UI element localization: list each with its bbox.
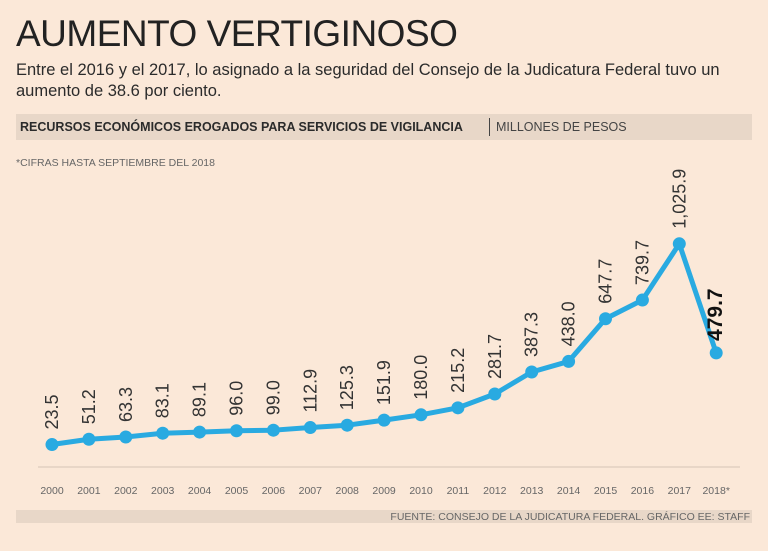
- data-label-2002: 63.3: [116, 387, 136, 422]
- data-label-2005: 96.0: [227, 381, 247, 416]
- subtitle: Entre el 2016 y el 2017, lo asignado a l…: [16, 61, 720, 100]
- data-point-2008: [340, 418, 354, 432]
- data-label-2011: 215.2: [448, 348, 468, 393]
- chart-heading: RECURSOS ECONÓMICOS EROGADOS PARA SERVIC…: [20, 120, 463, 134]
- x-tick-label-2012: 2012: [483, 485, 507, 497]
- footnote: *CIFRAS HASTA SEPTIEMBRE DEL 2018: [16, 157, 215, 169]
- x-tick-label-2004: 2004: [188, 485, 212, 497]
- x-tick-label-2008: 2008: [336, 485, 360, 497]
- data-point-2016: [635, 293, 649, 307]
- unit-label: MILLONES DE PESOS: [496, 120, 627, 134]
- data-point-2005: [230, 424, 243, 438]
- data-label-2008: 125.3: [337, 365, 357, 410]
- data-point-2012: [488, 387, 502, 401]
- x-tick-label-2002: 2002: [114, 485, 138, 497]
- x-tick-label-2003: 2003: [151, 485, 175, 497]
- data-point-2013: [525, 365, 539, 379]
- x-tick-label-2016: 2016: [631, 485, 655, 497]
- data-label-2014: 438.0: [559, 301, 579, 346]
- data-label-2003: 83.1: [153, 383, 173, 418]
- source-credit: FUENTE: CONSEJO DE LA JUDICATURA FEDERAL…: [390, 511, 750, 523]
- x-tick-label-2015: 2015: [594, 485, 618, 497]
- data-point-2003: [156, 426, 170, 440]
- data-label-2007: 112.9: [300, 369, 320, 413]
- data-point-2001: [82, 432, 96, 446]
- data-point-2000: [45, 438, 59, 452]
- x-tick-label-2011: 2011: [447, 485, 470, 497]
- x-tick-label-2001: 2001: [77, 485, 101, 497]
- x-tick-label-2014: 2014: [557, 485, 581, 497]
- data-label-2012: 281.7: [485, 334, 505, 379]
- x-tick-label-2018*: 2018*: [702, 485, 729, 497]
- data-point-2018*: [709, 346, 723, 360]
- data-label-2016: 739.7: [632, 240, 652, 285]
- data-label-2015: 647.7: [596, 259, 616, 304]
- data-point-2015: [599, 312, 612, 326]
- x-tick-label-2005: 2005: [225, 485, 249, 497]
- data-label-2000: 23.5: [42, 394, 62, 429]
- header-divider: [489, 118, 490, 136]
- data-point-2014: [562, 354, 576, 368]
- data-point-2004: [193, 425, 207, 439]
- footer-band: [16, 510, 752, 523]
- chart-header-band: RECURSOS ECONÓMICOS EROGADOS PARA SERVIC…: [16, 114, 752, 140]
- data-label-2018*: 479.7: [704, 288, 727, 341]
- data-point-2007: [303, 421, 317, 435]
- x-tick-label-2007: 2007: [299, 485, 323, 497]
- x-tick-label-2009: 2009: [372, 485, 396, 497]
- data-point-2009: [377, 413, 391, 427]
- data-label-2004: 89.1: [190, 382, 210, 417]
- page-title: AUMENTO VERTIGINOSO: [16, 13, 458, 54]
- data-point-2002: [119, 430, 133, 444]
- data-label-2001: 51.2: [79, 389, 99, 424]
- data-label-2009: 151.9: [374, 360, 394, 405]
- data-point-2006: [266, 423, 280, 437]
- data-label-2017: 1,025.9: [669, 169, 689, 229]
- x-tick-label-2000: 2000: [40, 485, 64, 497]
- data-point-2011: [451, 401, 465, 415]
- data-point-2010: [414, 408, 428, 422]
- x-tick-label-2006: 2006: [262, 485, 286, 497]
- x-tick-label-2017: 2017: [668, 485, 692, 497]
- data-label-2006: 99.0: [263, 380, 283, 415]
- data-label-2010: 180.0: [411, 355, 431, 400]
- x-tick-label-2013: 2013: [520, 485, 544, 497]
- data-point-2017: [672, 237, 686, 251]
- data-label-2013: 387.3: [522, 312, 542, 357]
- x-tick-label-2010: 2010: [409, 485, 433, 497]
